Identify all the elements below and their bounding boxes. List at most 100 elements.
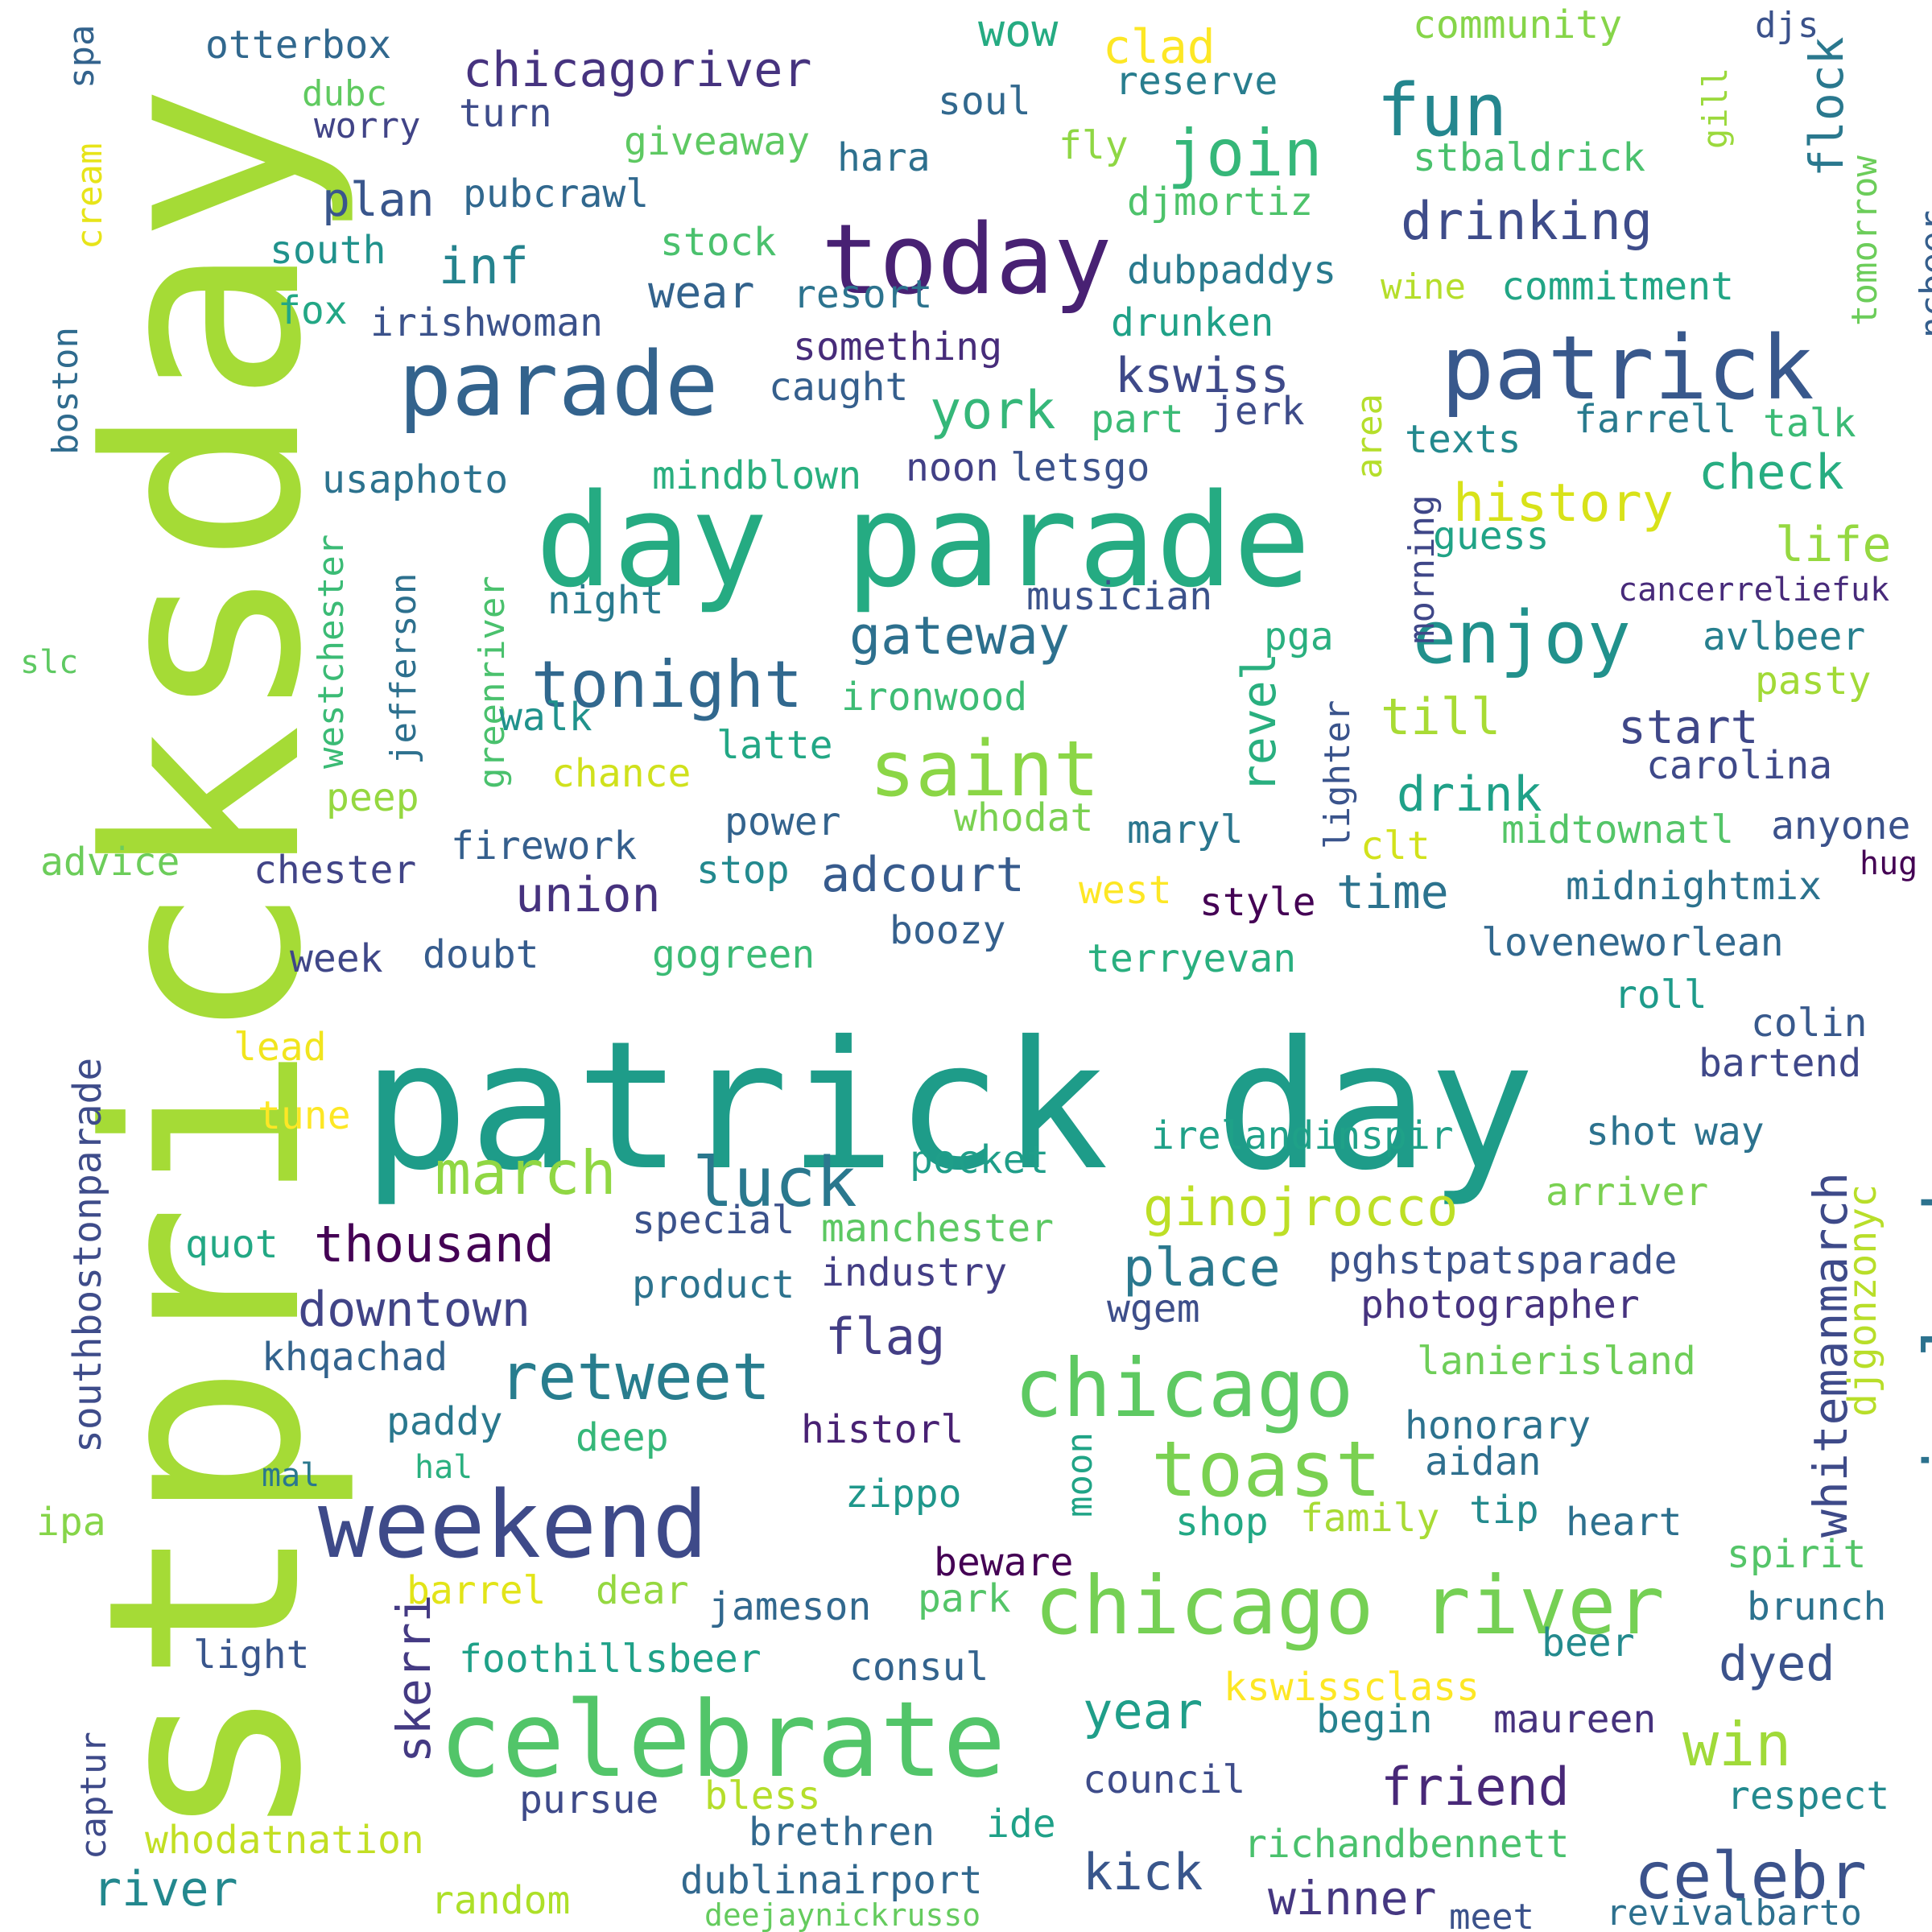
word-lanierisland: lanierisland (1417, 1338, 1696, 1384)
word-tomorrow: tomorrow (1844, 155, 1885, 326)
word-wow: wow (978, 5, 1059, 56)
word-historl: historl (801, 1406, 964, 1452)
word-moon: moon (1059, 1432, 1100, 1517)
word-start: start (1618, 699, 1759, 754)
word-honorary: honorary (1405, 1402, 1591, 1448)
word-walk: walk (499, 694, 592, 740)
word-soul: soul (938, 78, 1031, 124)
word-chester: chester (254, 847, 417, 893)
word-bartend: bartend (1699, 1040, 1862, 1086)
word-letsgo: letsgo (1010, 444, 1150, 490)
word-pghstpatsparade: pghstpatsparade (1328, 1237, 1678, 1283)
word-djmortiz: djmortiz (1127, 179, 1314, 225)
word-revel: revel (1232, 652, 1286, 793)
word-toast: toast (1151, 1426, 1381, 1514)
word-guess: guess (1433, 513, 1550, 559)
word-plan: plan (322, 171, 435, 227)
word-dubc: dubc (302, 72, 387, 114)
word-adcourt: adcourt (821, 847, 1025, 903)
word-light: light (193, 1632, 310, 1678)
word-family: family (1300, 1495, 1440, 1541)
word-westchester: westchester (311, 534, 352, 769)
word-djs: djs (1755, 4, 1819, 46)
word-kick: kick (1083, 1843, 1203, 1902)
word-parade: parade (398, 332, 719, 436)
word-boozy: boozy (890, 907, 1006, 953)
word-shot: shot (1586, 1108, 1679, 1154)
word-celebr: celebr (1634, 1839, 1867, 1913)
word-maureen: maureen (1493, 1696, 1657, 1742)
word-kswiss: kswiss (1115, 348, 1290, 404)
word-manchester: manchester (821, 1205, 1054, 1251)
word-till: till (1381, 687, 1501, 747)
word-week: week (290, 935, 383, 981)
word-patrick-day: patrick day (362, 1003, 1535, 1209)
word-way: way (1695, 1108, 1765, 1154)
word-brunch: brunch (1747, 1583, 1887, 1629)
word-power: power (724, 799, 841, 844)
word-chance: chance (551, 750, 691, 796)
word-farrell: farrell (1574, 396, 1737, 442)
word-firework: firework (451, 823, 638, 869)
word-ginojrocco: ginojrocco (1143, 1178, 1459, 1238)
word-chicagoriver: chicagoriver (463, 42, 812, 98)
word-ironwood: ironwood (841, 674, 1028, 720)
word-check: check (1699, 444, 1844, 501)
word-friend: friend (1381, 1757, 1570, 1818)
word-lighter: lighter (1317, 700, 1358, 849)
word-worry: worry (314, 105, 421, 147)
word-gill: gill (1695, 67, 1735, 149)
word-dublinairport: dublinairport (680, 1857, 983, 1903)
word-pursue: pursue (519, 1777, 659, 1823)
word-otterbox: otterbox (205, 22, 392, 68)
word-community: community (1413, 2, 1623, 47)
word-meet: meet (1449, 1896, 1534, 1932)
word-tonight: tonight (531, 647, 803, 722)
word-day-parade: day parade (535, 465, 1311, 616)
word-caught: caught (769, 364, 909, 410)
word-thousand: thousand (314, 1215, 555, 1274)
word-quot: quot (185, 1221, 279, 1267)
word-deejaynickrusso: deejaynickrusso (704, 1897, 981, 1932)
word-roll: roll (1614, 972, 1707, 1018)
word-mal: mal (262, 1457, 320, 1494)
word-shop: shop (1175, 1499, 1269, 1545)
word-cream: cream (69, 142, 110, 250)
word-consul: consul (849, 1644, 989, 1690)
word-join: join (1167, 116, 1323, 191)
word-hal: hal (415, 1449, 473, 1486)
word-union: union (515, 867, 661, 923)
word-whodatnation: whodatnation (145, 1817, 424, 1863)
word-doubt: doubt (423, 931, 539, 977)
word-wine: wine (1381, 266, 1466, 308)
word-djgonzonyc: djgonzonyc (1840, 1184, 1885, 1417)
word-ncbeer: ncbeer (1913, 210, 1932, 338)
word-colin: colin (1751, 1000, 1868, 1046)
word-flock: flock (1799, 36, 1854, 177)
word-turn: turn (459, 90, 552, 136)
word-fly: fly (1059, 122, 1129, 168)
word-paddy: paddy (386, 1398, 503, 1444)
word-chicago: chicago (1014, 1341, 1354, 1435)
word-cancerreliefuk: cancerreliefuk (1618, 572, 1890, 609)
word-enjoy: enjoy (1413, 596, 1631, 680)
word-mindblown: mindblown (652, 452, 862, 498)
word-weekend: weekend (318, 1472, 708, 1579)
word-history: history (1453, 473, 1674, 534)
word-west: west (1079, 867, 1172, 913)
word-maryl: maryl (1127, 807, 1244, 852)
word-photographer: photographer (1360, 1282, 1640, 1327)
word-irelandinspir: irelandinspir (1151, 1113, 1454, 1158)
word-gateway: gateway (849, 606, 1070, 667)
word-win: win (1682, 1709, 1792, 1780)
word-beer: beer (1542, 1620, 1635, 1666)
word-pasty: pasty (1755, 658, 1872, 704)
word-area: area (1349, 394, 1390, 479)
word-saint: saint (869, 725, 1100, 814)
word-lead: lead (233, 1024, 327, 1070)
word-aidan: aidan (1425, 1439, 1542, 1484)
word-irishwoman: irishwoman (370, 299, 603, 345)
word-drunken: drunken (1111, 299, 1274, 345)
word-drink: drink (1397, 766, 1542, 823)
